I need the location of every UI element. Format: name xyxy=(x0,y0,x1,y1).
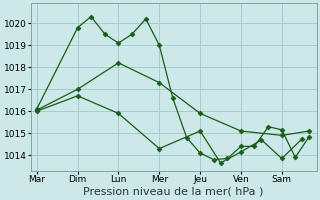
X-axis label: Pression niveau de la mer( hPa ): Pression niveau de la mer( hPa ) xyxy=(84,187,264,197)
